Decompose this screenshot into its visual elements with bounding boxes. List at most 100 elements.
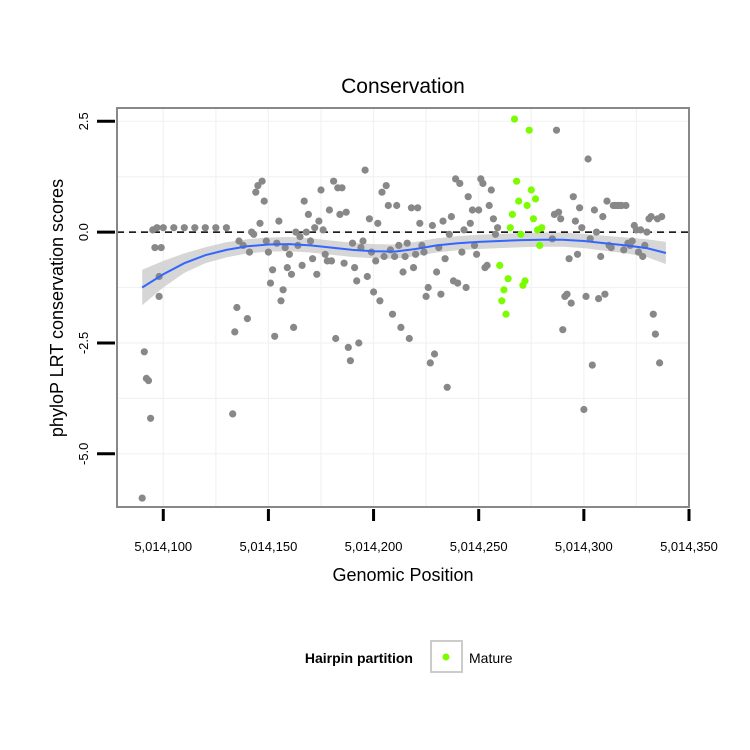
- data-point: [306, 237, 315, 245]
- data-point: [401, 252, 409, 261]
- data-point: [582, 292, 590, 300]
- data-point: [433, 268, 441, 276]
- data-point: [296, 233, 304, 241]
- data-point: [157, 244, 165, 252]
- data-point: [393, 201, 401, 210]
- legend-title: Hairpin partition: [305, 650, 413, 666]
- grid-lines: [117, 108, 689, 507]
- smooth-trend-line: [141, 238, 667, 289]
- axes-layer: 5,014,100 5,014,150 5,014,200 5,014,250 5,01…: [76, 112, 718, 554]
- data-point: [422, 292, 430, 300]
- data-point: [359, 237, 367, 245]
- mature-data-point: [496, 261, 504, 269]
- data-point: [252, 188, 260, 196]
- mature-data-point: [538, 224, 546, 232]
- data-point: [285, 250, 293, 258]
- data-point: [229, 410, 237, 418]
- data-point: [447, 213, 455, 221]
- data-point: [601, 290, 609, 298]
- data-point: [420, 248, 428, 256]
- data-point: [374, 219, 382, 227]
- data-point: [464, 193, 472, 201]
- data-point: [473, 250, 481, 258]
- data-point: [340, 259, 348, 267]
- data-point: [351, 264, 359, 272]
- data-point: [327, 257, 336, 265]
- data-point: [569, 193, 577, 201]
- y-axis-label: phyloP LRT conservation scores: [47, 179, 67, 437]
- data-point: [363, 272, 371, 281]
- mature-data-point: [508, 210, 516, 218]
- data-point: [489, 215, 497, 223]
- data-point: [445, 230, 453, 238]
- data-point: [470, 241, 479, 249]
- data-point: [279, 286, 287, 294]
- data-point: [281, 244, 289, 252]
- data-point: [468, 206, 476, 214]
- data-point: [342, 208, 350, 216]
- data-point: [607, 244, 615, 252]
- data-point: [409, 264, 418, 272]
- mature-data-point: [521, 277, 529, 285]
- data-point: [298, 261, 306, 269]
- data-point: [599, 213, 607, 221]
- mature-data-point: [527, 186, 535, 194]
- data-point: [395, 241, 403, 249]
- data-point: [452, 175, 460, 183]
- data-points-layer: [138, 115, 666, 502]
- data-point: [559, 326, 567, 334]
- data-point: [222, 224, 230, 232]
- data-point: [372, 257, 380, 265]
- data-point: [283, 264, 291, 272]
- data-point: [658, 213, 666, 221]
- data-point: [269, 266, 277, 274]
- data-point: [578, 224, 586, 232]
- mature-data-point: [529, 215, 538, 223]
- data-point: [428, 221, 436, 230]
- data-point: [403, 239, 411, 247]
- data-point: [588, 361, 596, 369]
- data-point: [258, 177, 266, 185]
- data-point: [597, 252, 605, 261]
- data-point: [399, 268, 407, 276]
- x-tick-label: 5,014,250: [450, 539, 508, 554]
- data-point: [557, 215, 565, 223]
- data-point: [287, 270, 296, 278]
- legend: Hairpin partition Mature: [305, 640, 513, 673]
- data-point: [346, 357, 354, 365]
- data-point: [462, 283, 470, 292]
- data-point: [292, 228, 300, 236]
- data-point: [338, 184, 346, 192]
- data-point: [170, 224, 178, 232]
- legend-key-mature-point: [442, 653, 450, 661]
- panel-border: [116, 107, 690, 508]
- data-point: [275, 217, 283, 225]
- mature-data-point: [515, 197, 523, 205]
- data-point: [353, 277, 361, 285]
- mature-data-point: [525, 126, 533, 134]
- data-point: [330, 177, 338, 185]
- data-point: [391, 252, 399, 261]
- data-point: [290, 323, 298, 331]
- data-point: [555, 208, 563, 216]
- data-point: [153, 224, 161, 232]
- data-point: [245, 248, 254, 256]
- data-point: [603, 197, 611, 205]
- data-point: [637, 226, 645, 234]
- data-point: [584, 155, 592, 163]
- data-point: [475, 206, 483, 214]
- data-point: [454, 279, 462, 287]
- data-point: [460, 226, 468, 234]
- data-point: [302, 228, 310, 236]
- data-point: [656, 359, 664, 367]
- data-point: [264, 248, 272, 256]
- data-point: [639, 252, 647, 261]
- data-point: [414, 204, 422, 212]
- data-point: [273, 239, 281, 247]
- data-point: [378, 188, 386, 196]
- data-point: [494, 224, 502, 232]
- data-point: [388, 310, 397, 318]
- data-point: [649, 310, 657, 318]
- data-point: [138, 494, 146, 502]
